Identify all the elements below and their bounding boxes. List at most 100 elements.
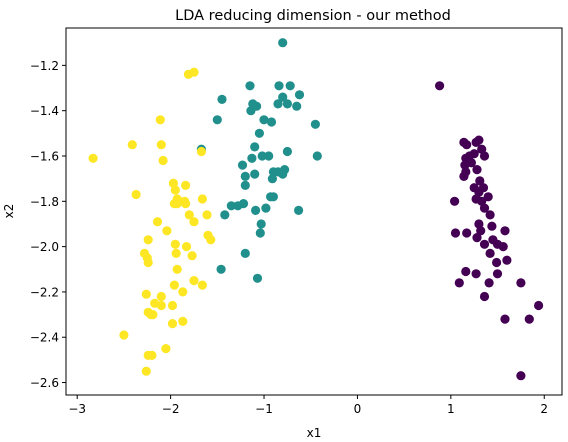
data-point (131, 189, 141, 200)
x-tick-label: 1 (447, 402, 455, 416)
x-tick-label: 0 (354, 402, 362, 416)
data-point (282, 99, 292, 109)
data-point (461, 266, 471, 277)
data-point (119, 330, 129, 340)
data-point (259, 115, 269, 125)
data-point (127, 140, 137, 150)
data-point (181, 242, 192, 252)
plot-frame (65, 27, 563, 396)
data-point (143, 350, 153, 360)
data-point (492, 257, 502, 268)
x-tick-label: −3 (68, 402, 86, 416)
data-point (178, 316, 188, 326)
data-point (278, 92, 288, 102)
data-point (216, 264, 226, 274)
data-point (294, 205, 304, 215)
data-point (156, 140, 166, 150)
x-tick-label: −2 (162, 402, 180, 416)
data-point (184, 210, 194, 220)
data-point (285, 81, 295, 91)
data-point (197, 194, 207, 204)
data-point (252, 273, 263, 283)
data-point (500, 314, 510, 324)
data-point (459, 171, 469, 181)
y-tick-label: −1.8 (30, 195, 59, 209)
data-point (469, 149, 479, 159)
data-point (143, 235, 153, 245)
data-point (524, 314, 534, 324)
data-point (212, 115, 222, 125)
data-point (466, 158, 476, 168)
data-point (278, 169, 288, 179)
data-point (170, 185, 180, 195)
data-point (472, 165, 482, 175)
data-point (172, 264, 182, 274)
x-axis: −3 −2 −1 0 1 2 (68, 395, 548, 416)
data-point (454, 278, 464, 288)
data-point (472, 233, 482, 243)
data-point (247, 153, 257, 163)
data-point (220, 210, 230, 220)
y-axis-label: x2 (2, 204, 16, 219)
y-tick-label: −2.2 (30, 285, 59, 299)
data-point (479, 203, 490, 213)
data-point (167, 300, 178, 311)
data-point (187, 251, 197, 261)
data-point (161, 344, 171, 354)
data-point (169, 199, 179, 209)
data-point (181, 199, 191, 209)
data-point (196, 146, 206, 157)
data-point (264, 151, 274, 161)
data-point (471, 269, 481, 279)
y-tick-label: −1.2 (30, 59, 59, 73)
data-point (479, 291, 490, 302)
points-layer (88, 38, 544, 381)
data-point (273, 99, 283, 109)
data-point (516, 371, 526, 381)
data-point (240, 180, 250, 190)
data-point (487, 221, 497, 231)
data-point (206, 235, 216, 245)
y-tick-label: −2.6 (30, 376, 59, 390)
y-tick-label: −1.4 (30, 104, 59, 118)
x-tick-label: −1 (255, 402, 273, 416)
data-point (484, 278, 494, 288)
y-tick-label: −2.4 (30, 331, 59, 345)
data-point (158, 155, 168, 166)
data-point (502, 255, 512, 265)
data-point (500, 226, 510, 236)
data-point (485, 248, 495, 258)
data-point (312, 151, 322, 161)
y-tick-label: −2.0 (30, 240, 59, 254)
data-point (202, 210, 212, 220)
data-point (282, 146, 292, 157)
data-point (245, 81, 255, 91)
data-point (450, 228, 461, 238)
data-point (237, 160, 248, 170)
data-point (475, 176, 485, 186)
data-point (189, 67, 199, 77)
data-point (485, 210, 495, 220)
data-point (516, 278, 526, 288)
data-point (141, 289, 151, 299)
data-point (250, 142, 260, 152)
data-point (170, 239, 180, 249)
data-point (256, 219, 266, 229)
x-tick-label: 2 (540, 402, 548, 416)
data-point (251, 205, 261, 215)
data-point (479, 239, 490, 249)
data-point (189, 217, 199, 227)
x-axis-label: x1 (307, 426, 322, 440)
data-point (274, 81, 284, 91)
data-point (479, 151, 490, 161)
data-point (197, 280, 207, 290)
data-point (254, 128, 264, 138)
data-point (141, 366, 151, 376)
data-point (169, 280, 179, 290)
data-point (240, 248, 250, 258)
data-point (462, 140, 472, 150)
data-point (156, 291, 166, 302)
data-point (474, 135, 484, 145)
data-point (294, 90, 305, 100)
